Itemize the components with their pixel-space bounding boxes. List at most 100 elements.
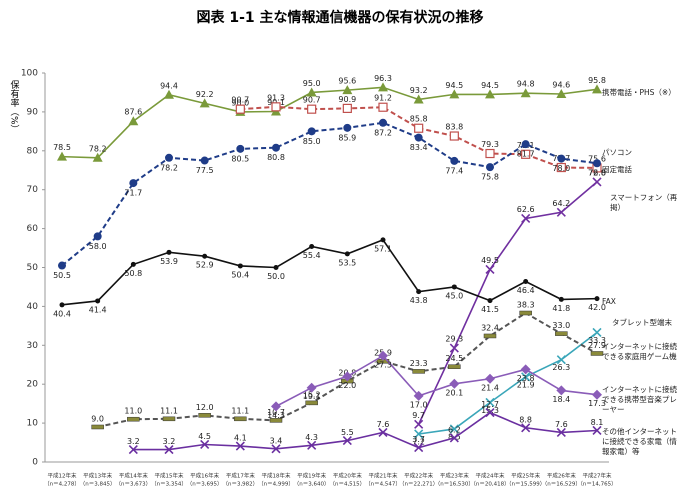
series-label: インターネットに接続できる家庭用ゲーム機 xyxy=(602,342,677,361)
y-tick-label: 70 xyxy=(27,185,39,195)
data-label: 94.5 xyxy=(481,81,499,90)
point xyxy=(92,152,103,162)
data-label: 58.0 xyxy=(89,242,107,251)
point xyxy=(449,89,460,99)
point xyxy=(451,284,457,290)
y-tick-label: 90 xyxy=(27,107,39,117)
data-label: 87.6 xyxy=(124,108,142,117)
point xyxy=(592,327,602,338)
data-label: 83.4 xyxy=(410,143,428,152)
data-label: 78.2 xyxy=(89,144,107,153)
data-label: 4.5 xyxy=(198,432,211,441)
point xyxy=(307,440,317,450)
data-label: 96.3 xyxy=(374,74,392,83)
point xyxy=(307,104,317,114)
data-label: 76.8 xyxy=(588,169,606,178)
point xyxy=(520,88,531,98)
point xyxy=(558,296,564,302)
data-label: 55.4 xyxy=(303,251,321,260)
series-label: スマートフォン（再掲） xyxy=(610,193,678,212)
point xyxy=(378,102,388,112)
point xyxy=(130,261,136,267)
y-tick-label: 60 xyxy=(27,224,39,234)
data-label: 7.2 xyxy=(412,437,425,446)
data-label: 90.0 xyxy=(231,98,249,107)
point xyxy=(590,351,604,356)
point xyxy=(378,82,388,92)
data-label: 27.3 xyxy=(374,360,392,369)
data-label: 8.1 xyxy=(591,418,604,427)
point xyxy=(237,263,243,269)
point xyxy=(555,331,568,336)
point xyxy=(414,133,423,142)
y-tick-label: 50 xyxy=(27,263,39,273)
point xyxy=(235,104,245,114)
data-label: 71.7 xyxy=(124,189,142,198)
point xyxy=(344,251,350,257)
data-label: 42.0 xyxy=(588,303,606,312)
data-label: 45.0 xyxy=(445,291,463,300)
data-label: 7.6 xyxy=(377,420,390,429)
y-tick-label: 30 xyxy=(27,341,39,351)
data-label: 90.9 xyxy=(338,95,356,104)
data-label: 18.4 xyxy=(552,395,570,404)
point xyxy=(592,84,602,94)
point xyxy=(483,333,497,339)
data-label: 77.4 xyxy=(445,166,463,175)
x-tick-label: 平成17年末 xyxy=(226,472,255,480)
data-label: 92.2 xyxy=(196,90,214,99)
data-label: 93.2 xyxy=(410,86,428,95)
y-axis-label: 保有率（%） xyxy=(9,79,20,134)
point xyxy=(306,87,317,97)
x-tick-sample: （n＝4,278） xyxy=(44,481,80,488)
data-label: 41.4 xyxy=(89,305,107,314)
series-line xyxy=(133,411,598,451)
data-label: 62.6 xyxy=(517,205,535,214)
point xyxy=(413,94,424,104)
data-label: 49.5 xyxy=(481,256,499,265)
data-label: 85.9 xyxy=(338,133,356,142)
series-label: パソコン xyxy=(602,148,632,157)
data-label: 32.4 xyxy=(481,323,499,332)
point xyxy=(305,400,318,406)
data-label: 5.5 xyxy=(341,428,354,437)
data-label: 43.8 xyxy=(410,296,428,305)
point xyxy=(162,416,176,422)
point xyxy=(271,401,281,412)
series-line xyxy=(61,238,598,306)
point xyxy=(271,444,281,454)
point xyxy=(199,98,210,108)
point xyxy=(342,371,353,382)
point xyxy=(521,140,530,149)
point xyxy=(556,89,567,99)
point xyxy=(166,249,172,255)
y-tick-label: 80 xyxy=(27,146,39,156)
point xyxy=(200,156,209,165)
x-tick-sample: （n＝4,999） xyxy=(258,481,294,488)
data-label: 14.3 xyxy=(267,411,285,420)
point xyxy=(521,149,531,159)
point xyxy=(236,144,245,153)
point xyxy=(128,444,138,455)
point xyxy=(416,289,422,295)
point xyxy=(269,418,283,423)
x-tick-label: 平成23年末 xyxy=(440,472,469,480)
data-label: 6.2 xyxy=(448,425,461,434)
series-label: 固定電話 xyxy=(602,165,632,174)
series-line xyxy=(275,354,598,408)
y-tick-label: 10 xyxy=(27,419,39,429)
x-tick-label: 平成19年末 xyxy=(297,472,326,480)
y-tick-label: 40 xyxy=(27,302,39,312)
point xyxy=(309,243,315,249)
point xyxy=(449,378,460,389)
point xyxy=(378,427,388,438)
data-label: 50.5 xyxy=(53,271,71,280)
x-tick-label: 平成12年末 xyxy=(48,472,77,480)
series-label: タブレット型端末 xyxy=(612,318,672,327)
data-label: 27.9 xyxy=(588,341,606,350)
data-label: 9.7 xyxy=(412,411,425,420)
data-label: 11.0 xyxy=(124,407,142,416)
data-label: 3.2 xyxy=(163,437,176,446)
data-label: 80.5 xyxy=(231,154,249,163)
data-label: 50.4 xyxy=(231,270,249,279)
